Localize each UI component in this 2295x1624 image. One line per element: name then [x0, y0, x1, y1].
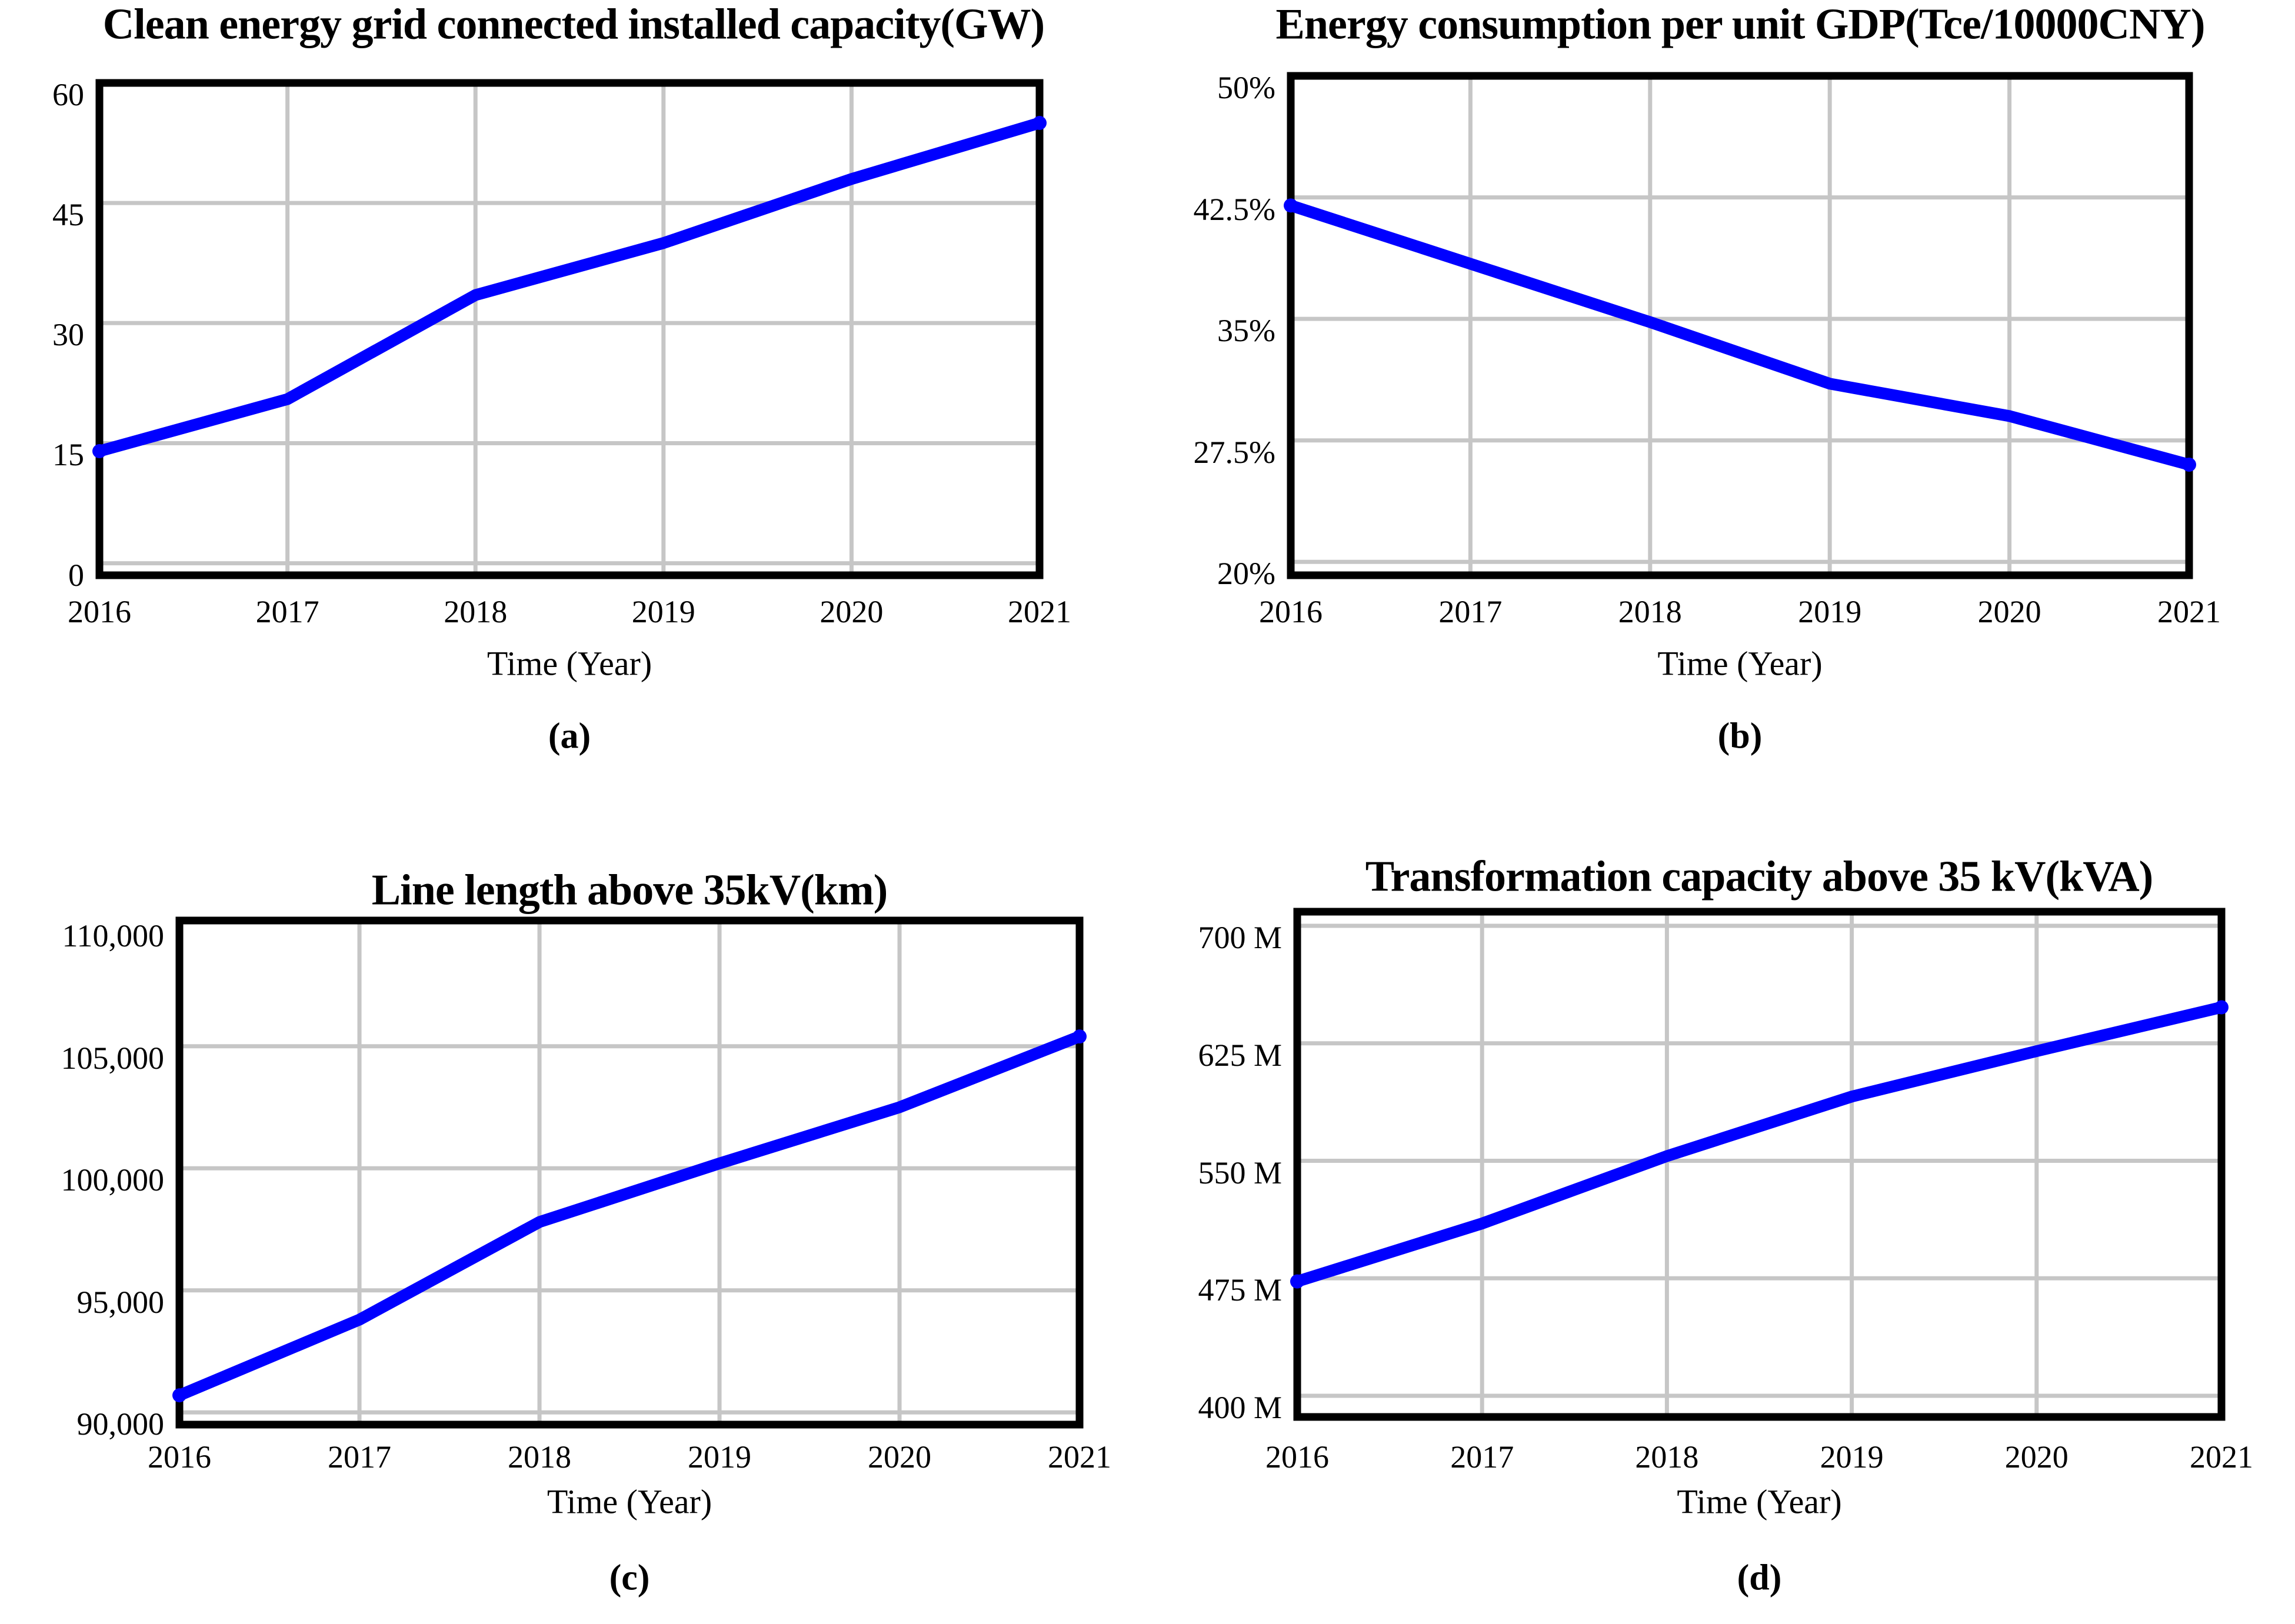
x-tick-label: 2019: [631, 594, 695, 629]
y-tick-label: 60: [52, 77, 84, 112]
x-tick-label: 2016: [1259, 594, 1323, 629]
chart-title-a: Clean energy grid connected installed ca…: [102, 0, 1045, 49]
y-tick-label: 100,000: [61, 1162, 165, 1198]
plot-border: [95, 79, 1044, 579]
x-tick-label: 2018: [1618, 594, 1682, 629]
chart-title-c: Line length above 35kV(km): [371, 866, 888, 915]
data-line: [1291, 1001, 2227, 1288]
x-tick-label: 2021: [1008, 594, 1071, 629]
x-tick-label: 2018: [444, 594, 508, 629]
line-chart-b: [1284, 72, 2196, 579]
y-tick-label: 475 M: [1198, 1272, 1282, 1308]
line-chart-c: [172, 916, 1087, 1429]
y-tick-label: 700 M: [1198, 919, 1282, 955]
x-tick-label: 2019: [1798, 594, 1862, 629]
plot-border: [175, 916, 1084, 1429]
line-chart-d: [1290, 908, 2229, 1421]
x-axis-label-c: Time (Year): [547, 1482, 712, 1521]
y-tick-label: 45: [52, 197, 84, 233]
x-tick-label: 2017: [1450, 1439, 1514, 1475]
y-tick-label: 625 M: [1198, 1037, 1282, 1073]
y-tick-label: 400 M: [1198, 1390, 1282, 1426]
y-tick-label: 0: [68, 557, 84, 593]
y-tick-label: 42.5%: [1193, 191, 1275, 227]
y-tick-label: 27.5%: [1193, 434, 1275, 470]
y-tick-label: 550 M: [1198, 1155, 1282, 1191]
x-tick-label: 2016: [1265, 1439, 1329, 1475]
data-line: [174, 1031, 1085, 1402]
x-tick-label: 2018: [508, 1439, 571, 1475]
x-axis-label-b: Time (Year): [1657, 644, 1823, 683]
y-tick-label: 110,000: [62, 918, 165, 954]
x-tick-label: 2021: [2190, 1439, 2253, 1475]
plot-border: [1293, 908, 2226, 1421]
x-tick-label: 2016: [148, 1439, 211, 1475]
panel-c: Line length above 35kV(km) Time (Year) (…: [0, 812, 1147, 1624]
x-tick-label: 2021: [2157, 594, 2221, 629]
data-endpoint-dot: [1032, 116, 1047, 131]
data-line: [94, 117, 1045, 458]
x-tick-label: 2017: [255, 594, 319, 629]
panel-caption-d: (d): [1737, 1558, 1782, 1598]
y-tick-label: 20%: [1217, 556, 1275, 592]
data-endpoint-dot: [92, 444, 106, 459]
y-tick-label: 15: [52, 437, 84, 473]
x-tick-label: 2020: [820, 594, 884, 629]
plot-border: [1287, 72, 2193, 579]
panel-caption-a: (a): [548, 716, 591, 756]
x-tick-label: 2020: [1977, 594, 2041, 629]
panel-caption-b: (b): [1717, 716, 1763, 756]
y-tick-label: 35%: [1217, 313, 1275, 349]
y-tick-label: 105,000: [61, 1040, 165, 1076]
data-endpoint-dot: [1072, 1029, 1087, 1044]
x-tick-label: 2020: [868, 1439, 931, 1475]
x-tick-label: 2016: [68, 594, 131, 629]
x-tick-label: 2021: [1048, 1439, 1111, 1475]
panel-d: Transformation capacity above 35 kV(kVA)…: [1147, 812, 2294, 1624]
chart-title-b: Energy consumption per unit GDP(Tce/1000…: [1275, 0, 2206, 49]
data-endpoint-dot: [2214, 1000, 2229, 1015]
data-endpoint-dot: [2182, 458, 2196, 472]
panel-b: Energy consumption per unit GDP(Tce/1000…: [1147, 0, 2294, 812]
chart-title-d: Transformation capacity above 35 kV(kVA): [1365, 852, 2154, 901]
x-tick-label: 2017: [1438, 594, 1503, 629]
x-tick-label: 2017: [328, 1439, 391, 1475]
line-chart-a: [92, 79, 1047, 579]
y-tick-label: 95,000: [76, 1284, 165, 1320]
data-endpoint-dot: [1284, 198, 1298, 213]
x-axis-label-a: Time (Year): [487, 644, 652, 683]
x-tick-label: 2019: [1820, 1439, 1884, 1475]
y-tick-label: 50%: [1217, 70, 1275, 105]
data-endpoint-dot: [172, 1388, 186, 1403]
data-line: [1285, 199, 2195, 471]
x-axis-label-d: Time (Year): [1677, 1482, 1842, 1521]
x-tick-label: 2019: [688, 1439, 751, 1475]
x-tick-label: 2020: [2004, 1439, 2069, 1475]
panel-a: Clean energy grid connected installed ca…: [0, 0, 1147, 812]
y-tick-label: 90,000: [76, 1406, 165, 1442]
data-endpoint-dot: [1290, 1274, 1304, 1289]
y-tick-label: 30: [52, 317, 84, 353]
panel-caption-c: (c): [609, 1558, 650, 1598]
x-tick-label: 2018: [1635, 1439, 1699, 1475]
